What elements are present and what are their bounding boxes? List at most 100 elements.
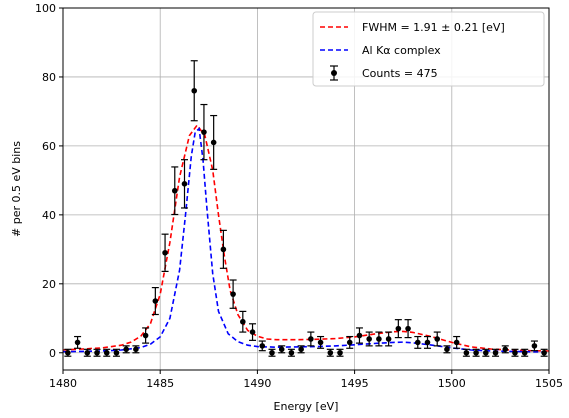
data-point (64, 348, 72, 357)
x-tick-label: 1500 (438, 377, 466, 390)
data-point (404, 319, 412, 339)
point-marker (249, 329, 256, 335)
point-marker (414, 339, 421, 346)
data-point (219, 229, 227, 269)
data-point (83, 348, 91, 357)
data-point (239, 310, 247, 333)
point-marker (337, 349, 343, 356)
data-point (297, 345, 305, 354)
x-tick-label: 1485 (146, 377, 174, 390)
data-point (530, 340, 538, 352)
point-marker (94, 349, 100, 356)
y-tick-label: 20 (42, 278, 56, 291)
data-point (326, 348, 334, 357)
point-marker (521, 349, 528, 356)
ticks: 1480 1485 1490 1495 1500 1505 0 20 40 60 80 100 (35, 2, 563, 390)
data-point (103, 348, 111, 357)
point-marker (444, 346, 450, 353)
point-marker (240, 318, 246, 325)
point-marker (103, 349, 110, 356)
point-marker (541, 349, 547, 356)
data-point (200, 103, 208, 161)
data-point (385, 331, 393, 347)
legend-label-al-ka: Al Kα complex (362, 44, 441, 57)
point-marker (463, 349, 470, 356)
data-point (492, 348, 500, 357)
point-marker (308, 336, 314, 342)
point-marker (191, 87, 198, 94)
legend-box (312, 11, 545, 87)
legend-label-counts: Counts = 475 (362, 67, 438, 80)
y-axis-label: # per 0.5 eV bins (10, 141, 23, 237)
data-point (501, 345, 509, 354)
data-point (424, 335, 431, 349)
data-point (521, 348, 529, 357)
fwhm-fit-curve (63, 123, 549, 352)
data-layer (63, 60, 549, 357)
data-point (132, 345, 140, 354)
point-marker (123, 346, 129, 353)
point-marker (366, 336, 372, 342)
data-point (540, 348, 548, 357)
y-tick-label: 100 (35, 2, 56, 15)
y-tick-label: 80 (42, 71, 56, 84)
point-marker (74, 339, 81, 346)
point-marker (512, 349, 518, 356)
y-tick-label: 40 (42, 209, 56, 222)
data-point (453, 335, 461, 349)
data-point (74, 335, 82, 349)
point-marker (473, 349, 479, 356)
point-marker (259, 343, 266, 349)
point-marker (65, 349, 71, 356)
point-marker (210, 139, 217, 146)
data-point (365, 331, 373, 347)
point-marker (162, 249, 168, 256)
point-marker (269, 349, 275, 356)
data-point (190, 60, 198, 122)
data-point (336, 348, 344, 357)
data-point (375, 331, 383, 347)
data-point (142, 327, 150, 344)
plot-frame (62, 7, 550, 371)
point-marker (356, 332, 363, 339)
data-point (181, 159, 188, 209)
point-marker (327, 349, 334, 356)
x-tick-label: 1495 (341, 377, 369, 390)
point-marker (395, 325, 402, 332)
data-point (482, 348, 490, 357)
point-marker (492, 349, 499, 356)
data-point (151, 287, 159, 316)
point-marker (288, 349, 295, 356)
point-marker (531, 343, 538, 349)
point-marker (483, 349, 489, 356)
data-point (317, 335, 325, 349)
data-point (161, 233, 169, 272)
point-marker (376, 336, 382, 342)
point-marker (230, 291, 236, 297)
point-marker (201, 129, 207, 135)
legend-swatch-errbar-marker (331, 70, 337, 76)
data-point (443, 345, 451, 354)
data-point (346, 335, 354, 349)
point-marker (385, 336, 392, 342)
x-tick-label: 1490 (243, 377, 271, 390)
data-point (210, 114, 218, 170)
point-marker (142, 332, 149, 339)
point-marker (317, 339, 324, 346)
al-ka-complex-curve (63, 127, 549, 353)
point-marker (152, 298, 159, 304)
legend-label-fwhm: FWHM = 1.91 ± 0.21 [eV] (362, 21, 505, 34)
point-marker (434, 336, 441, 342)
point-marker (84, 349, 91, 356)
data-point (433, 331, 441, 347)
data-point (278, 345, 286, 354)
legend: FWHM = 1.91 ± 0.21 [eV] Al Kα complex Co… (312, 11, 545, 87)
point-marker (346, 339, 353, 346)
x-axis-label: Energy [eV] (274, 400, 339, 413)
point-marker (171, 187, 178, 194)
x-tick-label: 1505 (535, 377, 563, 390)
data-point (414, 335, 422, 349)
y-tick-label: 60 (42, 140, 56, 153)
data-point (394, 319, 402, 339)
